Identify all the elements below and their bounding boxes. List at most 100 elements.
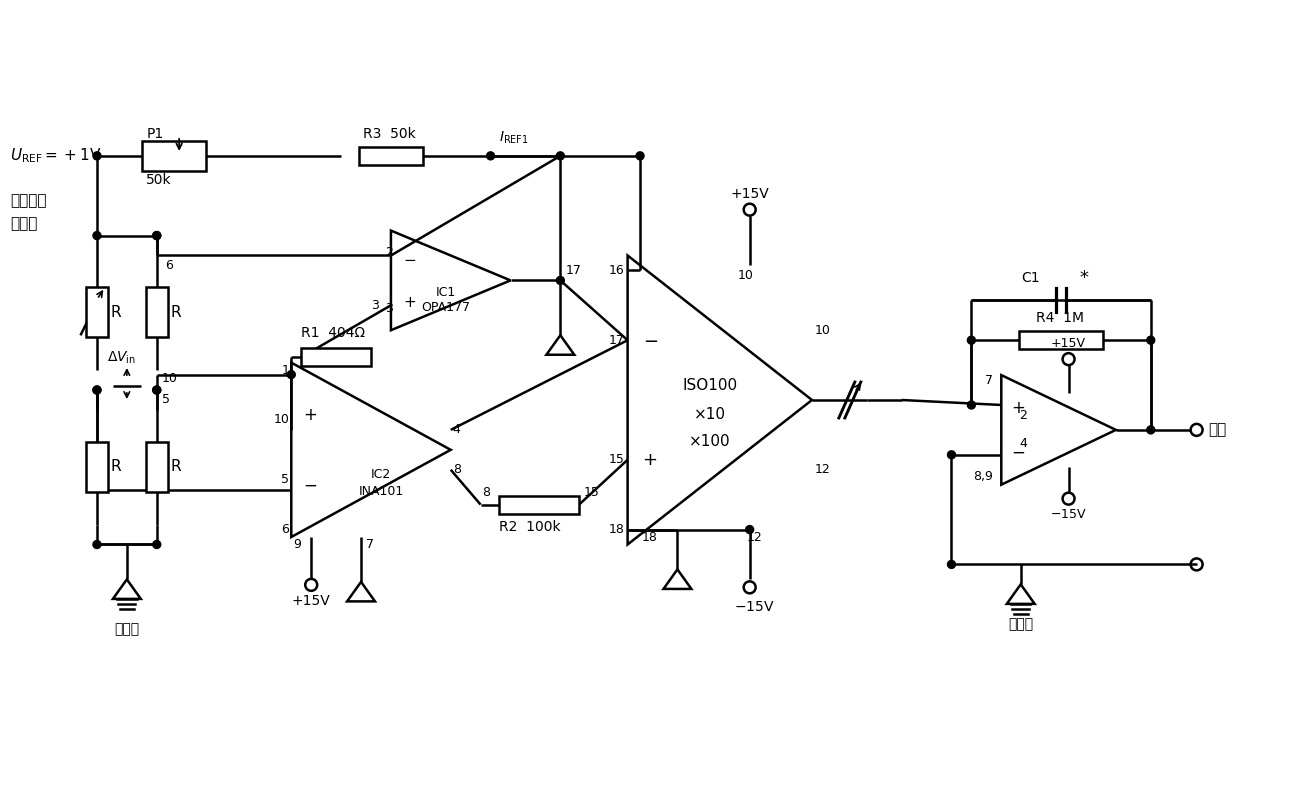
Circle shape — [93, 232, 101, 240]
Text: 17: 17 — [609, 334, 625, 347]
Text: +15V: +15V — [292, 594, 330, 608]
Text: 9: 9 — [293, 538, 301, 552]
Circle shape — [636, 152, 644, 160]
Circle shape — [93, 386, 101, 394]
Circle shape — [93, 152, 101, 160]
Circle shape — [153, 232, 160, 240]
Text: IC1: IC1 — [435, 286, 456, 298]
Text: 15: 15 — [584, 486, 600, 499]
Text: C1: C1 — [1022, 271, 1040, 286]
Polygon shape — [1007, 584, 1035, 604]
Text: 6: 6 — [281, 522, 289, 536]
Polygon shape — [347, 582, 375, 602]
Text: $\Delta V_{\mathrm{in}}$: $\Delta V_{\mathrm{in}}$ — [108, 350, 137, 366]
Text: 1: 1 — [281, 364, 289, 377]
Text: +15V: +15V — [1051, 337, 1086, 349]
Text: $-15\mathrm{V}$: $-15\mathrm{V}$ — [1051, 508, 1088, 521]
Text: 5: 5 — [162, 393, 170, 407]
Circle shape — [1147, 426, 1155, 434]
Text: $-$: $-$ — [402, 251, 416, 266]
Bar — [146, 287, 168, 338]
Polygon shape — [547, 335, 575, 355]
Bar — [301, 348, 371, 366]
Text: ×10: ×10 — [694, 408, 726, 423]
Text: 5: 5 — [281, 473, 289, 486]
Text: $I_{\mathrm{REF1}}$: $I_{\mathrm{REF1}}$ — [498, 130, 529, 146]
Text: 电桥激励: 电桥激励 — [11, 193, 47, 209]
Bar — [500, 496, 579, 513]
Text: 3: 3 — [371, 298, 379, 312]
Text: 4: 4 — [1019, 437, 1027, 451]
Text: 传感器: 传感器 — [11, 216, 38, 231]
Circle shape — [948, 451, 956, 458]
Text: +: + — [1011, 399, 1026, 417]
Text: 12: 12 — [815, 463, 831, 476]
Circle shape — [93, 540, 101, 548]
Text: 输出地: 输出地 — [1009, 617, 1034, 631]
Circle shape — [556, 276, 564, 284]
Text: 10: 10 — [162, 372, 178, 384]
Circle shape — [153, 386, 160, 394]
Text: 6: 6 — [164, 259, 172, 272]
Bar — [85, 442, 108, 492]
Text: 16: 16 — [609, 264, 625, 277]
Text: +: + — [402, 295, 416, 310]
Text: 2: 2 — [385, 246, 393, 259]
Circle shape — [746, 525, 753, 533]
Circle shape — [968, 401, 976, 409]
Polygon shape — [113, 579, 141, 599]
Text: $U_{\mathrm{REF}}=+1\mathrm{V}$: $U_{\mathrm{REF}}=+1\mathrm{V}$ — [11, 146, 101, 166]
Bar — [359, 147, 423, 165]
Text: $-$: $-$ — [1011, 443, 1026, 461]
Polygon shape — [292, 363, 451, 537]
Text: INA101: INA101 — [359, 486, 404, 498]
Polygon shape — [391, 231, 510, 330]
Circle shape — [93, 386, 101, 394]
Circle shape — [968, 336, 976, 344]
Text: *: * — [1080, 269, 1088, 287]
Text: 输入地: 输入地 — [114, 622, 139, 636]
Text: 18: 18 — [609, 523, 625, 536]
Text: R1  404Ω: R1 404Ω — [301, 326, 366, 340]
Text: R3  50k: R3 50k — [363, 127, 416, 141]
Text: 15: 15 — [609, 453, 625, 466]
Text: +15V: +15V — [730, 187, 769, 201]
Text: ISO100: ISO100 — [682, 377, 738, 392]
Polygon shape — [1001, 375, 1116, 485]
Text: $-$: $-$ — [643, 331, 658, 349]
Bar — [146, 442, 168, 492]
Bar — [85, 287, 108, 338]
Text: $-15\mathrm{V}$: $-15\mathrm{V}$ — [734, 600, 775, 615]
Text: 7: 7 — [366, 538, 373, 552]
Text: 50k: 50k — [146, 173, 172, 187]
Circle shape — [153, 386, 160, 394]
Circle shape — [1147, 336, 1155, 344]
Circle shape — [556, 152, 564, 160]
Text: +: + — [643, 451, 658, 469]
Text: 2: 2 — [1019, 409, 1027, 423]
Circle shape — [948, 560, 956, 568]
Text: 8: 8 — [452, 463, 460, 476]
Text: R: R — [110, 305, 121, 320]
Text: R: R — [110, 459, 121, 474]
Circle shape — [153, 232, 160, 240]
Text: 12: 12 — [747, 531, 763, 544]
Circle shape — [287, 371, 296, 379]
Text: 10: 10 — [274, 413, 289, 427]
Circle shape — [153, 540, 160, 548]
Text: R: R — [171, 459, 181, 474]
Text: 10: 10 — [815, 324, 831, 337]
Text: 输出: 输出 — [1208, 423, 1227, 437]
Text: R4  1M: R4 1M — [1036, 311, 1084, 326]
Text: R2  100k: R2 100k — [500, 520, 562, 533]
Text: +: + — [304, 406, 317, 424]
Text: 8,9: 8,9 — [973, 470, 993, 483]
Text: OPA177: OPA177 — [421, 301, 471, 314]
Text: IC2: IC2 — [371, 468, 391, 482]
Text: 17: 17 — [565, 264, 581, 277]
Bar — [1019, 331, 1103, 349]
Polygon shape — [664, 569, 692, 589]
Text: 18: 18 — [642, 531, 658, 544]
Text: R: R — [171, 305, 181, 320]
Circle shape — [487, 152, 494, 160]
